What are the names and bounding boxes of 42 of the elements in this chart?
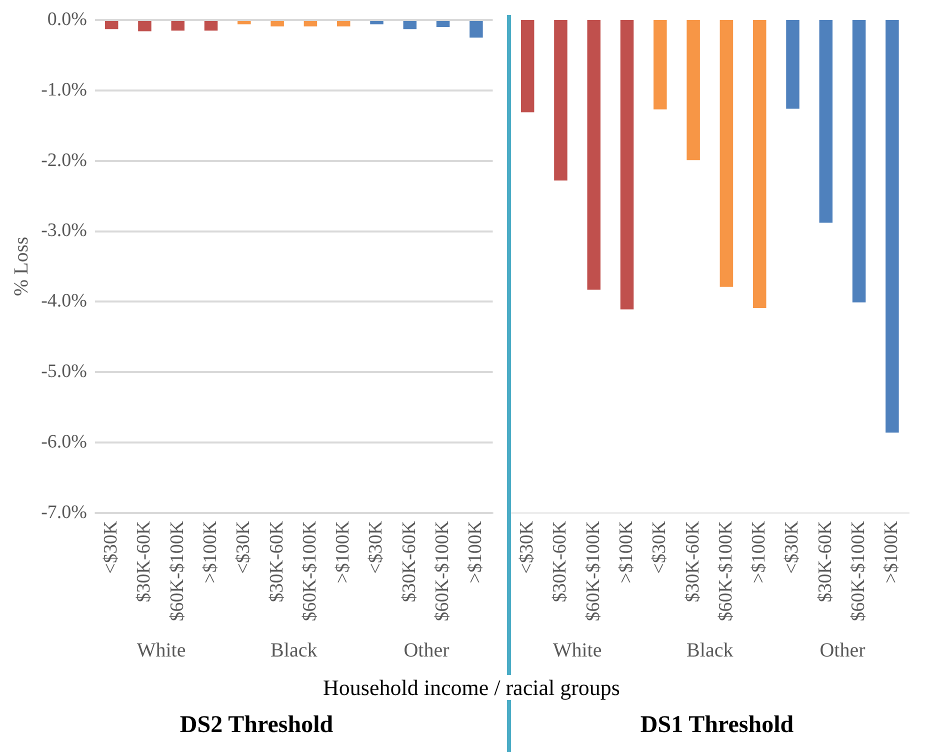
x-tick-label: <$30K: [100, 520, 122, 574]
x-tick-label: <$30K: [233, 520, 254, 574]
x-tick-label: $30K-60K: [814, 520, 836, 602]
x-tick-label: <$30K: [366, 520, 387, 574]
text: DS2 Threshold: [180, 712, 334, 738]
x-tick-label: $30K-60K: [134, 520, 155, 602]
x-tick-label: $30K-60K: [682, 520, 704, 602]
y-tick-label: -1.0%: [41, 79, 88, 100]
y-tick-label: -3.0%: [41, 220, 88, 242]
y-tick-label: -7.0%: [41, 502, 88, 523]
x-tick-label: $60K-$100K: [432, 520, 454, 622]
x-axis-title: Household income / racial groups: [319, 675, 624, 700]
text: Black: [270, 639, 318, 662]
y-tick-label: -5.0%: [41, 361, 88, 382]
text: Black: [686, 639, 734, 662]
y-axis-title: % Loss: [10, 236, 32, 296]
x-tick-label: <$30K: [782, 520, 803, 574]
x-tick-label: >$100K: [616, 520, 637, 584]
x-tick-label: >$100K: [881, 520, 902, 584]
text: Other: [404, 639, 450, 662]
y-tick-label: -2.0%: [41, 150, 88, 171]
x-tick-label: $60K-$100K: [848, 520, 870, 622]
text: Other: [820, 639, 866, 662]
text: DS1 Threshold: [640, 712, 794, 738]
x-tick-label: $30K-60K: [550, 520, 571, 602]
x-tick-label: $60K-$100K: [166, 520, 188, 622]
x-tick-label: $60K-$100K: [715, 520, 736, 622]
x-tick-label: $60K-$100K: [299, 520, 320, 622]
x-tick-label: >$100K: [748, 520, 770, 584]
y-tick-label: 0.0%: [47, 8, 88, 30]
x-tick-label: <$30K: [516, 520, 538, 574]
x-tick-label: >$100K: [200, 520, 221, 584]
x-tick-label: >$100K: [332, 520, 354, 584]
x-tick-label: >$100K: [465, 520, 486, 584]
text: White: [552, 639, 602, 662]
y-tick-label: -4.0%: [41, 290, 88, 312]
x-tick-label: $60K-$100K: [582, 520, 604, 622]
x-tick-label: $30K-60K: [398, 520, 420, 602]
x-tick-label: <$30K: [649, 520, 670, 574]
x-tick-label: $30K-60K: [266, 520, 288, 602]
text: White: [136, 639, 186, 662]
y-tick-label: -6.0%: [41, 431, 88, 452]
